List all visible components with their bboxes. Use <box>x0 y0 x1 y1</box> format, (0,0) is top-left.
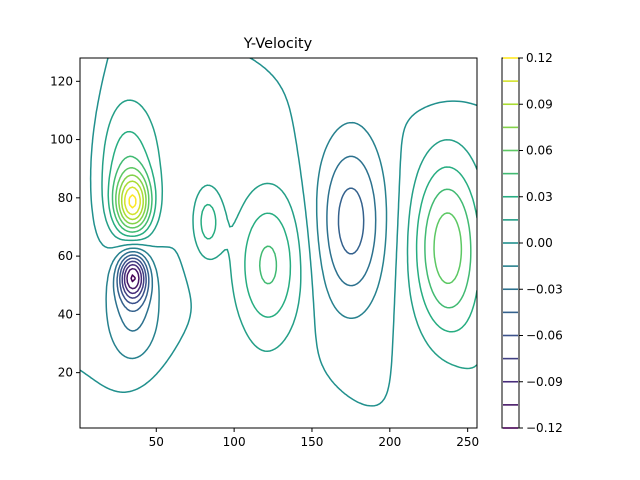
colorbar: −0.12 −0.09 −0.06 −0.03 0.00 0.03 0.06 0.09 0.12 <box>501 51 563 435</box>
y-tick-label: 20 <box>58 366 73 380</box>
colorbar-tick-label: −0.03 <box>526 282 563 296</box>
contour-level-6 <box>112 155 377 332</box>
colorbar-tick-label: 0.12 <box>526 51 553 65</box>
colorbar-tick-label: 0.09 <box>526 97 553 111</box>
contour-level-7 <box>105 121 388 360</box>
colorbar-tick-label: 0.00 <box>526 236 553 250</box>
x-tick-label: 50 <box>149 435 164 449</box>
x-tick-label: 250 <box>456 435 479 449</box>
contour-level-2 <box>123 263 143 295</box>
colorbar-tick-label: −0.09 <box>526 375 563 389</box>
colorbar-tick-label: 0.06 <box>526 144 553 158</box>
contour-level-16 <box>128 194 137 209</box>
y-tick-label: 100 <box>50 133 73 147</box>
contour-level-8 <box>80 58 477 407</box>
contour-level-12 <box>115 167 463 285</box>
colorbar-tick-label: 0.03 <box>526 190 553 204</box>
contour-level-14 <box>120 180 144 221</box>
chart-title: Y-Velocity <box>243 36 313 52</box>
contour-level-1 <box>126 267 140 290</box>
x-tick-label: 100 <box>223 435 246 449</box>
y-tick-label: 80 <box>58 191 73 205</box>
y-tick-label: 60 <box>58 249 73 263</box>
y-tick-label: 120 <box>50 74 73 88</box>
y-axis: 20 40 60 80 100 120 <box>50 74 80 380</box>
plot-area <box>79 57 478 429</box>
contour-level-9 <box>101 99 477 370</box>
contour-level-4 <box>119 257 147 305</box>
contour-level-15 <box>124 186 141 216</box>
plot-frame <box>79 57 478 429</box>
contour-level-11 <box>111 155 472 309</box>
contour-level-3 <box>121 260 145 299</box>
y-tick-label: 40 <box>58 307 73 321</box>
colorbar-tick-label: −0.06 <box>526 329 563 343</box>
contour-level-5 <box>116 187 365 313</box>
contour-lines <box>80 58 477 407</box>
x-tick-label: 200 <box>378 435 401 449</box>
x-axis: 50 100 150 200 250 <box>149 428 479 449</box>
x-tick-label: 150 <box>301 435 324 449</box>
contour-level-0 <box>130 274 136 283</box>
colorbar-tick-label: −0.12 <box>526 421 563 435</box>
contour-level-13 <box>118 174 147 225</box>
